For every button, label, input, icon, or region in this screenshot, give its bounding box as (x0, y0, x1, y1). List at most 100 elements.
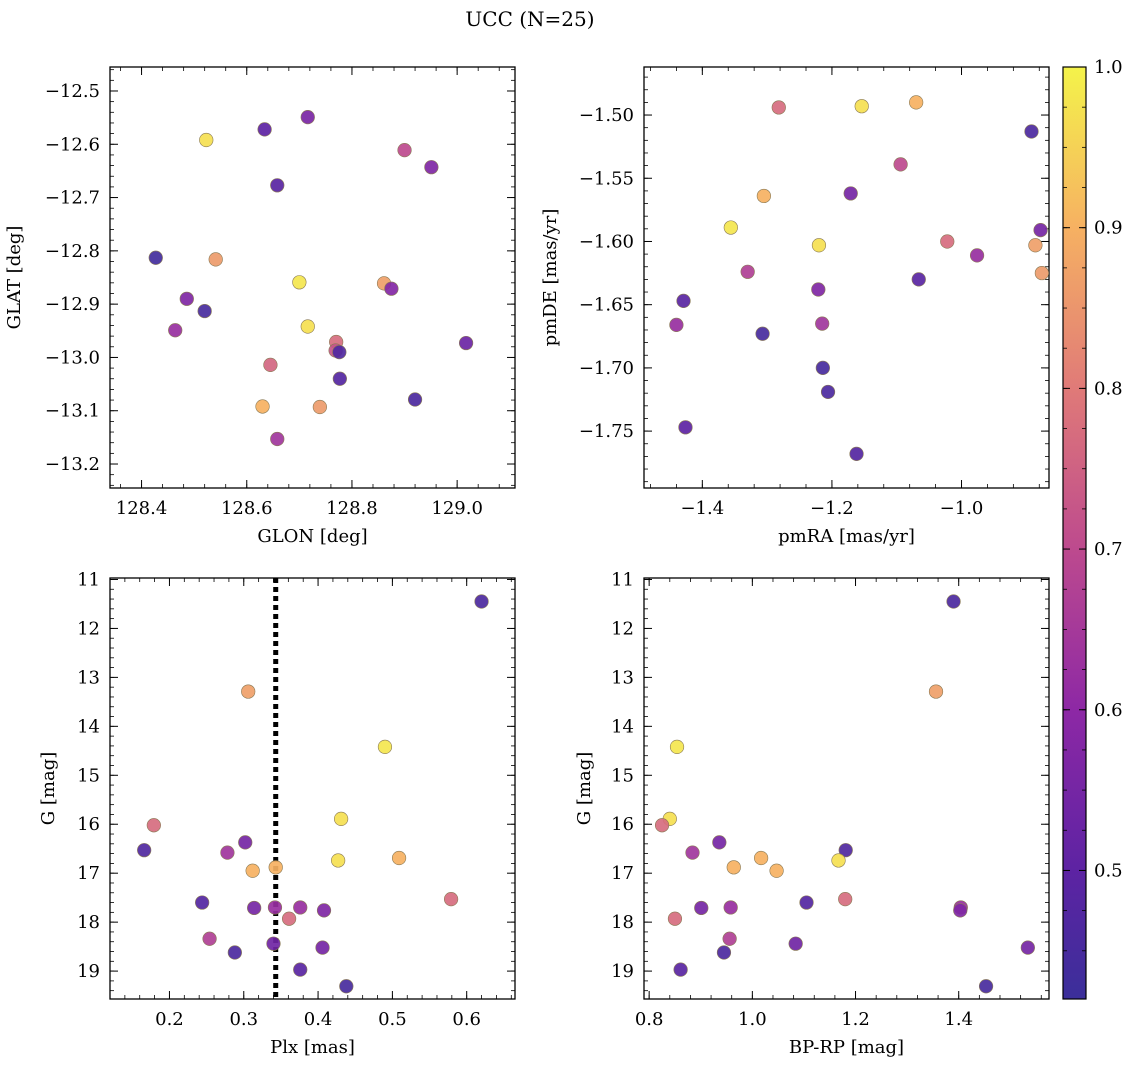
data-point (722, 931, 737, 946)
y-tick-label: 18 (77, 912, 100, 933)
y-tick-label: −13.2 (45, 454, 100, 475)
data-point (391, 850, 407, 866)
data-point (293, 962, 308, 977)
data-point (854, 99, 869, 114)
x-tick-label: 1.0 (738, 1009, 767, 1030)
y-axis-label: GLAT [deg] (4, 226, 25, 330)
data-point (220, 845, 235, 860)
colorbar: 0.5 0.6 0.7 0.8 0.9 1.0 (1062, 57, 1123, 1000)
y-tick-label: 14 (77, 716, 100, 737)
y-axis-label: pmDE [mas/yr] (540, 209, 561, 347)
data-point (227, 945, 242, 960)
data-point (654, 818, 670, 833)
data-point (849, 446, 864, 461)
data-point (769, 863, 784, 878)
data-point (384, 281, 399, 296)
data-point (377, 739, 393, 754)
y-tick-label: −13.0 (45, 347, 100, 368)
x-tick-label: 0.8 (635, 1009, 664, 1030)
y-tick-label: −12.7 (45, 188, 100, 209)
y-axis-label: G [mag] (574, 752, 595, 825)
y-axis-label: G [mag] (38, 752, 59, 825)
data-point (716, 945, 732, 960)
data-point (199, 132, 214, 148)
data-point (756, 188, 771, 204)
x-axis-label: BP-RP [mag] (789, 1037, 904, 1058)
y-tick-label: −12.6 (45, 134, 100, 155)
data-point (911, 272, 926, 287)
x-tick-label: 128.8 (326, 498, 378, 519)
data-point (397, 143, 412, 158)
figure-title: UCC (N=25) (465, 7, 594, 31)
data-point (241, 684, 256, 699)
data-point (407, 392, 423, 407)
data-point (1020, 940, 1035, 955)
plot-frame (643, 66, 1050, 489)
data-point (257, 122, 272, 137)
y-tick-label: 16 (77, 814, 100, 835)
data-point (474, 594, 489, 609)
data-point (969, 248, 985, 263)
data-point (815, 316, 830, 331)
data-point (788, 936, 803, 951)
y-tick-label: 19 (611, 961, 634, 982)
data-point (292, 275, 307, 290)
data-point (694, 900, 709, 916)
colorbar-tick-label: 0.5 (1094, 860, 1123, 881)
data-point (953, 903, 968, 918)
data-point (316, 903, 332, 918)
y-tick-label: 17 (77, 863, 100, 884)
y-tick-label: 15 (611, 765, 634, 786)
data-point (197, 303, 212, 319)
data-point (754, 850, 769, 866)
colorbar-tick-label: 1.0 (1094, 57, 1123, 78)
data-point (811, 238, 827, 253)
data-point (268, 860, 283, 875)
y-tick-label: 11 (77, 569, 100, 590)
data-point (137, 843, 152, 858)
y-tick-label: 16 (611, 814, 634, 835)
data-point (726, 860, 741, 875)
y-tick-label: −1.70 (579, 358, 634, 379)
y-tick-label: −12.5 (45, 81, 100, 102)
y-tick-label: 14 (611, 716, 634, 737)
x-axis-label: GLON [deg] (257, 526, 367, 547)
chart-panel-3: 0.2 0.3 0.4 0.5 0.6 11 12 13 14 15 16 17 18 19 Plx [ma… (38, 569, 516, 1058)
data-point (1034, 265, 1049, 281)
x-axis-label: Plx [mas] (270, 1037, 355, 1058)
data-point (838, 843, 853, 858)
chart-panel-4: 0.8 1.0 1.2 1.4 11 12 13 14 15 16 17 18 19 BP-RP [mag… (574, 569, 1050, 1058)
data-point (168, 323, 183, 338)
y-tick-label: 17 (611, 863, 634, 884)
data-point (1028, 238, 1043, 253)
x-tick-label: 0.3 (229, 1009, 258, 1030)
data-point (339, 979, 354, 994)
y-tick-label: −12.8 (45, 241, 100, 262)
data-point (1024, 124, 1039, 139)
x-tick-label: 129.0 (431, 498, 483, 519)
data-point (838, 892, 853, 907)
data-point (266, 936, 281, 951)
data-point (740, 264, 755, 279)
data-point (312, 399, 327, 415)
data-point (893, 157, 908, 172)
data-point (755, 326, 770, 341)
x-tick-label: 0.5 (378, 1009, 407, 1030)
data-point (300, 319, 315, 334)
data-point (723, 220, 738, 235)
y-tick-label: −1.60 (579, 231, 634, 252)
data-point (669, 739, 685, 754)
x-tick-label: −1.4 (680, 498, 724, 519)
data-point (245, 863, 260, 878)
data-point (928, 684, 944, 699)
y-tick-label: 12 (77, 618, 100, 639)
data-point (799, 895, 814, 910)
x-tick-label: 1.4 (944, 1009, 973, 1030)
y-tick-label: 19 (77, 961, 100, 982)
y-tick-label: 18 (611, 912, 634, 933)
y-tick-label: 13 (611, 667, 634, 688)
colorbar-tick-label: 0.7 (1094, 539, 1123, 560)
data-point (685, 845, 700, 860)
colorbar-tick-label: 0.9 (1094, 218, 1123, 239)
data-point (270, 178, 285, 193)
